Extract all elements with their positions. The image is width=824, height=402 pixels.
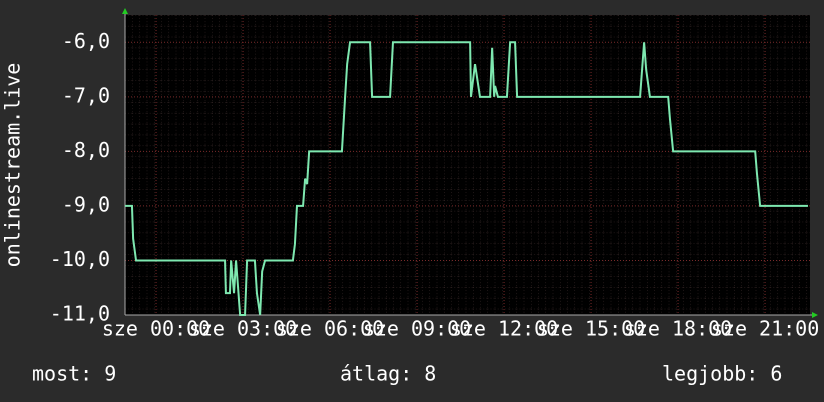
x-tick-label: sze 21:00 — [711, 317, 819, 341]
y-tick-label: -6,0 — [62, 29, 110, 53]
y-tick-label: -8,0 — [62, 138, 110, 162]
x-tick-label: sze 09:00 — [363, 317, 471, 341]
y-axis-arrow — [122, 8, 128, 14]
y-axis-label: onlinestream.live — [1, 63, 25, 268]
x-tick-label: sze 00:00 — [102, 317, 210, 341]
series-line — [125, 41, 808, 316]
stat-average: átlag: 8 — [340, 362, 436, 386]
grid — [125, 15, 810, 316]
x-tick-label: sze 18:00 — [624, 317, 732, 341]
x-tick-label: sze 03:00 — [189, 317, 297, 341]
stat-max: legjobb: 6 — [662, 362, 782, 386]
stat-current: most: 9 — [32, 362, 116, 386]
x-tick-label: sze 12:00 — [450, 317, 558, 341]
x-tick-label: sze 15:00 — [537, 317, 645, 341]
x-axis-arrow — [812, 312, 818, 318]
y-tick-label: -7,0 — [62, 83, 110, 107]
y-tick-label: -9,0 — [62, 192, 110, 216]
minor-grid — [125, 15, 810, 315]
y-tick-label: -11,0 — [50, 302, 110, 326]
y-tick-label: -10,0 — [50, 247, 110, 271]
x-tick-label: sze 06:00 — [276, 317, 384, 341]
marks — [125, 41, 808, 316]
